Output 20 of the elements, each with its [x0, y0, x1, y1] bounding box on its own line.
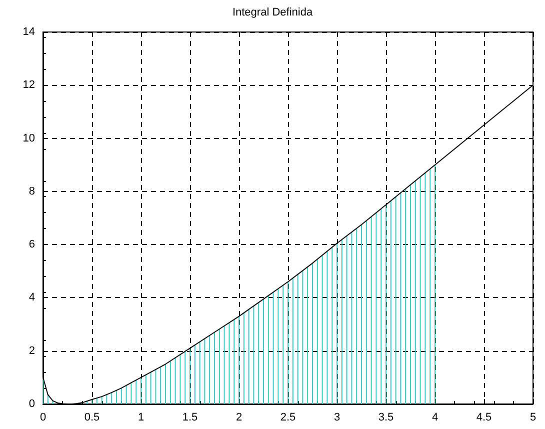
x-tick-label: 4 — [432, 412, 438, 424]
y-tick-label: 8 — [28, 185, 35, 198]
x-tick-label: 4.5 — [476, 412, 492, 424]
x-tick-label: 0 — [40, 412, 46, 424]
x-tick-label: 1.5 — [182, 412, 198, 424]
x-tick-label: 2.5 — [280, 412, 296, 424]
x-tick-label: 3 — [334, 412, 340, 424]
y-tick-label: 10 — [22, 132, 35, 144]
y-tick-label: 12 — [22, 79, 35, 92]
x-tick-label: 3.5 — [378, 412, 394, 424]
x-tick-label: 0.5 — [84, 412, 100, 424]
y-tick-label: 6 — [28, 238, 35, 251]
x-tick-label: 5 — [530, 412, 536, 424]
x-tick-label: 1 — [138, 412, 144, 424]
x-tick-label: 2 — [236, 412, 242, 424]
y-tick-label: 14 — [22, 26, 35, 38]
y-tick-label: 2 — [28, 344, 35, 357]
y-tick-label: 0 — [28, 398, 35, 410]
chart-title: Integral Definida — [232, 6, 314, 18]
y-tick-label: 4 — [28, 292, 35, 304]
